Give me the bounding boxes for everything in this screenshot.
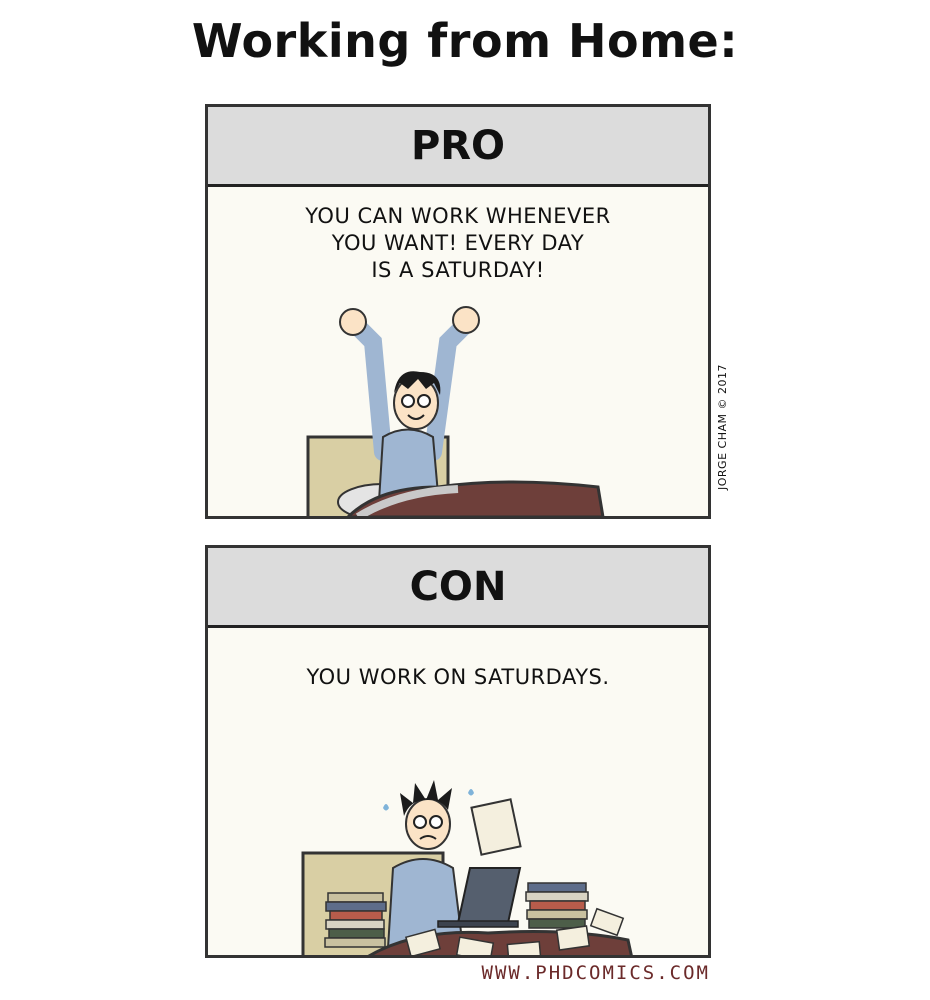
pro-panel-header: PRO xyxy=(208,107,708,187)
comic-title: Working from Home: xyxy=(191,14,739,68)
con-panel-header: CON xyxy=(208,548,708,628)
pro-panel-caption: YOU CAN WORK WHENEVER YOU WANT! EVERY DA… xyxy=(305,204,611,282)
con-panel: CON YOU WORK ON SATURDAYS. xyxy=(205,545,711,958)
pro-panel: PRO YOU CAN WORK WHENEVER YOU WANT! EVER… xyxy=(205,104,711,519)
website-footer: WWW.PHDCOMICS.COM xyxy=(481,962,710,984)
happy-person-in-bed-illustration xyxy=(306,306,605,516)
artist-credit-text: JORGE CHAM © 2017 xyxy=(716,364,729,490)
artist-credit: JORGE CHAM © 2017 xyxy=(712,350,736,490)
stressed-person-with-laptop-illustration xyxy=(301,780,633,955)
con-panel-caption: YOU WORK ON SATURDAYS. xyxy=(306,665,610,689)
